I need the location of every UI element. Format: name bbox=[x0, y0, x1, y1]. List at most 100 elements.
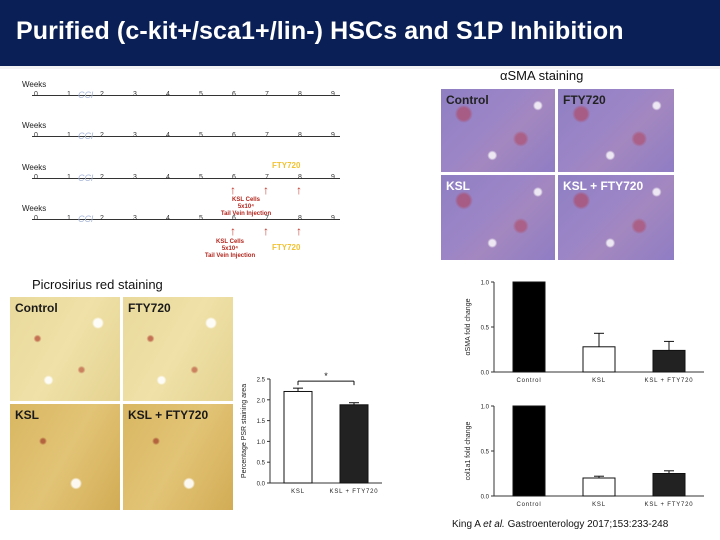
timeline-tick-label: 0 bbox=[34, 91, 38, 98]
y-tick-label: 0.0 bbox=[481, 371, 490, 377]
timeline-tick-label: 7 bbox=[265, 215, 269, 222]
timeline-tick-label: 2 bbox=[100, 174, 104, 181]
red-injection-arrow: ↑ bbox=[230, 224, 236, 238]
timeline-tick-label: 8 bbox=[298, 132, 302, 139]
x-tick-label: KSL bbox=[592, 502, 606, 508]
fty720-label-a: FTY720 bbox=[272, 161, 301, 170]
bar-0 bbox=[283, 390, 313, 484]
timeline-tick-label: 5 bbox=[199, 215, 203, 222]
x-tick-label: KSL + FTY720 bbox=[645, 502, 694, 508]
y-tick-label: 0.0 bbox=[481, 495, 490, 501]
timeline-tick-label: 6 bbox=[232, 215, 236, 222]
timeline-tick-label: 9 bbox=[331, 215, 335, 222]
fty720-label-b: FTY720 bbox=[272, 243, 301, 252]
timeline-tick-label: 5 bbox=[199, 132, 203, 139]
red-injection-arrow: ↑ bbox=[296, 183, 302, 197]
sma-heading: αSMA staining bbox=[500, 68, 584, 83]
sma-panel-label: KSL bbox=[446, 179, 470, 193]
psr-panel-ksl: KSL bbox=[10, 404, 120, 510]
timeline-tick-label: 0 bbox=[34, 132, 38, 139]
timeline-tick-label: 9 bbox=[331, 174, 335, 181]
x-tick-label: Control bbox=[517, 378, 542, 384]
timeline-tick-label: 1 bbox=[67, 91, 71, 98]
significance-star: * bbox=[324, 371, 328, 381]
y-tick-label: 0.5 bbox=[257, 461, 266, 467]
timeline-schematic: Weeks 0 1 2 3 4 5 6 7 8 9 CCl Weeks 0 1 2 3 4 5 6 7 8 9 CCl Week… bbox=[20, 80, 350, 270]
timeline-tick-label: 6 bbox=[232, 91, 236, 98]
timeline-row: Weeks 0 1 2 3 4 5 6 7 8 9 CCl bbox=[20, 80, 350, 110]
y-axis-label: col1a1 fold change bbox=[465, 422, 472, 481]
psr-panel-ksl-fty720: KSL + FTY720 bbox=[123, 404, 233, 510]
timeline-tick-label: 0 bbox=[34, 174, 38, 181]
y-tick-label: 1.0 bbox=[481, 281, 490, 287]
timeline-tick-label: 6 bbox=[232, 174, 236, 181]
citation-journal: Gastroenterology bbox=[504, 519, 588, 530]
psr-panel-label: Control bbox=[15, 301, 58, 315]
timeline-ccl-label: CCl bbox=[78, 90, 93, 100]
x-tick-label: KSL + FTY720 bbox=[330, 489, 379, 495]
red-injection-arrow: ↑ bbox=[263, 224, 269, 238]
sma-panel-ksl: KSL bbox=[441, 175, 555, 260]
ksl-injection-note-a: KSL Cells 5x10⁴ Tail Vein Injection bbox=[220, 197, 272, 217]
sma-panel-ksl-fty720: KSL + FTY720 bbox=[558, 175, 674, 260]
psr-panel-label: KSL bbox=[15, 408, 39, 422]
timeline-tick-label: 1 bbox=[67, 215, 71, 222]
timeline-tick-label: 3 bbox=[133, 132, 137, 139]
timeline-weeks-label: Weeks bbox=[22, 163, 47, 172]
timeline-axis-line bbox=[32, 136, 340, 137]
bar-2 bbox=[652, 473, 686, 497]
timeline-weeks-label: Weeks bbox=[22, 204, 47, 213]
bar-0 bbox=[512, 405, 546, 497]
bar-1 bbox=[582, 346, 616, 373]
timeline-tick-label: 7 bbox=[265, 132, 269, 139]
timeline-row: Weeks 0 1 2 3 4 5 6 7 8 9 CCl ↑ ↑ ↑ bbox=[20, 204, 350, 238]
citation-etal: et al. bbox=[483, 519, 505, 530]
timeline-axis-line bbox=[32, 219, 340, 220]
timeline-ccl-label: CCl bbox=[78, 173, 93, 183]
x-tick-label: KSL bbox=[592, 378, 606, 384]
timeline-tick-label: 8 bbox=[298, 215, 302, 222]
timeline-tick-label: 2 bbox=[100, 91, 104, 98]
timeline-axis-line bbox=[32, 95, 340, 96]
timeline-tick-label: 8 bbox=[298, 174, 302, 181]
bar-2 bbox=[652, 349, 686, 373]
y-axis-label: Percentage PSR staining area bbox=[241, 384, 248, 478]
bar-1 bbox=[339, 404, 369, 484]
timeline-tick-label: 4 bbox=[166, 174, 170, 181]
timeline-tick-label: 0 bbox=[34, 215, 38, 222]
psr-bar-chart: Percentage PSR staining area 0.0 0.5 1.0 1.5… bbox=[241, 371, 382, 495]
red-injection-arrow: ↑ bbox=[230, 183, 236, 197]
slide-title: Purified (c-kit+/sca1+/lin-) HSCs and S1… bbox=[16, 17, 624, 45]
timeline-tick-label: 4 bbox=[166, 132, 170, 139]
y-tick-label: 2.5 bbox=[257, 378, 266, 384]
psr-panel-label: KSL + FTY720 bbox=[128, 408, 209, 422]
psr-panel-fty720: FTY720 bbox=[123, 297, 233, 401]
y-tick-label: 1.0 bbox=[257, 440, 266, 446]
bar-0 bbox=[512, 281, 546, 373]
timeline-axis-line bbox=[32, 178, 340, 179]
timeline-ccl-label: CCl bbox=[78, 131, 93, 141]
timeline-tick-label: 2 bbox=[100, 132, 104, 139]
timeline-tick-label: 6 bbox=[232, 132, 236, 139]
red-injection-arrow: ↑ bbox=[296, 224, 302, 238]
red-injection-arrow: ↑ bbox=[263, 183, 269, 197]
timeline-tick-label: 5 bbox=[199, 174, 203, 181]
timeline-tick-label: 3 bbox=[133, 174, 137, 181]
y-tick-label: 1.5 bbox=[257, 419, 266, 425]
y-tick-label: 0.5 bbox=[481, 450, 490, 456]
citation: King A et al. Gastroenterology 2017;153:… bbox=[452, 519, 668, 530]
y-axis-label: αSMA fold change bbox=[465, 298, 472, 355]
timeline-row: Weeks 0 1 2 3 4 5 6 7 8 9 CCl ↑ ↑ ↑ bbox=[20, 163, 350, 197]
ksl-injection-note-b: KSL Cells 5x10⁴ Tail Vein Injection bbox=[204, 239, 256, 259]
x-tick-label: Control bbox=[517, 502, 542, 508]
x-tick-label: KSL + FTY720 bbox=[645, 378, 694, 384]
asma-bar-chart: αSMA fold change 0.0 0.5 1.0 Control KSL KSL +… bbox=[465, 281, 704, 384]
timeline-tick-label: 3 bbox=[133, 91, 137, 98]
timeline-tick-label: 7 bbox=[265, 91, 269, 98]
timeline-tick-label: 9 bbox=[331, 91, 335, 98]
psr-heading: Picrosirius red staining bbox=[32, 277, 163, 292]
bar-1 bbox=[582, 477, 616, 497]
timeline-tick-label: 3 bbox=[133, 215, 137, 222]
y-tick-label: 1.0 bbox=[481, 405, 490, 411]
sma-panel-label: FTY720 bbox=[563, 93, 606, 107]
